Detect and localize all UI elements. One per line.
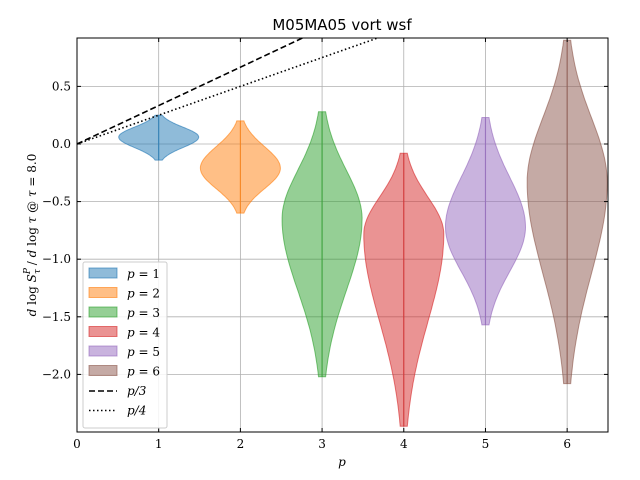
violins: [118, 39, 608, 427]
legend-label: p = 4: [127, 326, 160, 340]
x-tick-label: 4: [400, 437, 408, 451]
y-tick-label: −1.0: [42, 252, 71, 266]
reference-line: [76, 37, 303, 145]
reference-line: [76, 37, 378, 145]
reference-lines: [76, 37, 378, 145]
legend-label: p = 1: [127, 267, 160, 281]
x-tick-label: 1: [155, 437, 163, 451]
axis-ticks: 0 1 2 3 4 5 6 0.5 0.0 −0.5 −1.0 −1.5 −2.0: [42, 38, 608, 451]
y-tick-label: −2.0: [42, 367, 71, 381]
x-axis-label: p: [338, 455, 346, 469]
legend-label: p/3: [127, 384, 147, 398]
legend-label: p = 5: [127, 345, 160, 359]
legend-box: [82, 261, 168, 429]
legend-label: p/4: [127, 404, 146, 418]
violin: [118, 114, 200, 161]
y-tick-label: −0.5: [42, 195, 71, 209]
violin: [526, 39, 608, 385]
violin: [281, 111, 363, 378]
x-tick-label: 3: [318, 437, 326, 451]
legend-swatch: [88, 365, 118, 376]
x-tick-label: 0: [73, 437, 81, 451]
x-tick-label: 5: [482, 437, 490, 451]
legend-swatch: [88, 287, 118, 298]
legend-label: p = 3: [127, 306, 160, 320]
violin: [363, 152, 445, 427]
y-tick-label: −1.5: [42, 310, 71, 324]
y-tick-label: 0.0: [52, 137, 71, 151]
chart-title: M05MA05 vort wsf: [272, 16, 412, 34]
x-tick-label: 6: [563, 437, 571, 451]
legend: p = 1 p = 2 p = 3 p = 4 p = 5 p = 6 p/3 p/4: [82, 261, 168, 429]
legend-label: p = 2: [127, 287, 160, 301]
legend-swatch: [88, 306, 118, 318]
y-axis-label: d log SPτ / d log τ @ τ = 8.0: [23, 154, 43, 317]
violin: [445, 117, 527, 326]
legend-swatch: [88, 267, 118, 279]
legend-swatch: [88, 345, 118, 357]
legend-label: p = 6: [127, 365, 160, 379]
plot-frame: [76, 37, 609, 433]
x-tick-label: 2: [237, 437, 245, 451]
legend-swatch: [88, 326, 118, 337]
violin: [199, 120, 281, 214]
y-tick-label: 0.5: [52, 79, 71, 93]
